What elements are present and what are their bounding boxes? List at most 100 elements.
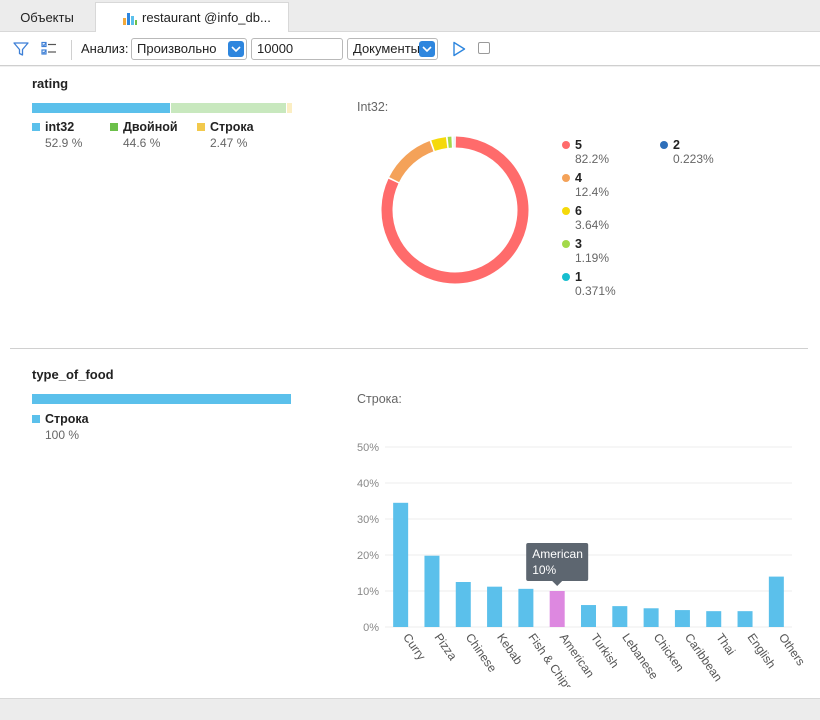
legend-swatch — [110, 123, 118, 131]
bar-turkish[interactable] — [581, 605, 596, 627]
x-tick-label: Chinese — [463, 631, 500, 675]
tab-bar: Объекты restaurant @info_db... — [0, 0, 820, 32]
stop-checkbox-icon[interactable] — [478, 42, 490, 54]
bar-tooltip: American 10% — [526, 543, 589, 586]
type-distribution-bar — [32, 103, 292, 113]
bar-fish-chips[interactable] — [518, 588, 534, 627]
filter-icon[interactable] — [12, 40, 30, 58]
int32-donut-chart — [381, 136, 529, 284]
donut-legend-label: 4 — [575, 171, 582, 185]
play-icon[interactable] — [452, 41, 466, 57]
y-tick-label: 20% — [357, 550, 379, 562]
field-name-rating: rating — [32, 76, 69, 91]
tab-restaurant-analysis[interactable]: restaurant @info_db... — [95, 2, 289, 32]
bar-chicken[interactable] — [643, 608, 659, 627]
y-tick-label: 0% — [363, 622, 379, 634]
toolbar: Анализ: Произвольно 10000 Документы — [0, 32, 820, 66]
bar-english[interactable] — [737, 611, 753, 627]
legend-dot — [562, 207, 570, 215]
tab-objects[interactable]: Объекты — [0, 2, 94, 32]
field-name-type-of-food: type_of_food — [32, 367, 114, 382]
bar-curry[interactable] — [393, 502, 409, 627]
bar-thai[interactable] — [706, 611, 722, 627]
type-label: Двойной — [123, 120, 178, 134]
tooltip-value: 10% — [532, 563, 556, 577]
x-tick-label: Kebab — [494, 631, 526, 668]
legend-swatch — [32, 415, 40, 423]
type-distribution-bar — [32, 394, 291, 404]
bar-pizza[interactable] — [424, 555, 440, 627]
chevron-down-icon — [228, 41, 244, 57]
x-tick-label: English — [745, 631, 779, 671]
legend-dot — [562, 174, 570, 182]
analysis-content: rating int32 52.9 % Двойной 44.6 % Строк… — [0, 67, 820, 698]
donut-legend-label: 6 — [575, 204, 582, 218]
bar-american[interactable] — [549, 591, 565, 627]
tab-restaurant-label: restaurant @info_db... — [142, 10, 271, 25]
string-detail-title: Строка: — [357, 392, 402, 406]
bar-caribbean[interactable] — [674, 610, 690, 627]
type-bar-segment — [32, 394, 291, 404]
type-percent: 52.9 % — [45, 136, 83, 150]
donut-legend-label: 3 — [575, 237, 582, 251]
scope-select[interactable]: Документы — [347, 38, 438, 60]
legend-dot — [660, 141, 668, 149]
tooltip-box — [526, 543, 589, 581]
bar-kebab[interactable] — [487, 586, 503, 627]
y-tick-label: 10% — [357, 586, 379, 598]
type-percent: 2.47 % — [210, 136, 248, 150]
y-tick-label: 50% — [357, 442, 379, 454]
toolbar-separator — [71, 40, 72, 60]
bar-others[interactable] — [768, 576, 784, 627]
type-label: Строка — [210, 120, 254, 134]
legend-dot — [562, 273, 570, 281]
analysis-mode-select[interactable]: Произвольно — [131, 38, 247, 60]
legend-swatch — [197, 123, 205, 131]
type-percent: 44.6 % — [123, 136, 161, 150]
x-tick-label: Curry — [400, 631, 428, 663]
bar-chart-icon — [123, 13, 137, 25]
sample-limit-input[interactable]: 10000 — [251, 38, 343, 60]
donut-legend-label: 5 — [575, 138, 582, 152]
type-bar-segment — [32, 103, 170, 113]
x-tick-label: Pizza — [432, 631, 460, 663]
legend-swatch — [32, 123, 40, 131]
tab-objects-label: Объекты — [20, 9, 74, 25]
chevron-down-icon — [419, 41, 435, 57]
scope-value: Документы — [353, 41, 421, 56]
type-label: Строка — [45, 412, 89, 426]
donut-legend-label: 1 — [575, 270, 582, 284]
field-list-icon[interactable] — [40, 40, 58, 58]
int32-detail-title: Int32: — [357, 100, 389, 114]
bar-chinese[interactable] — [455, 582, 471, 627]
y-tick-label: 30% — [357, 514, 379, 526]
donut-legend-percent: 0.371% — [575, 284, 616, 298]
donut-legend-percent: 82.2% — [575, 152, 610, 166]
x-tick-label: Thai — [713, 631, 738, 658]
type-bar-segment — [169, 103, 286, 113]
y-tick-label: 40% — [357, 478, 379, 490]
status-bar — [0, 698, 820, 720]
x-tick-label: Others — [776, 631, 808, 669]
type-percent: 100 % — [45, 428, 80, 442]
sample-limit-value: 10000 — [257, 41, 294, 56]
tooltip-title: American — [532, 547, 583, 561]
donut-legend-percent: 3.64% — [575, 218, 610, 232]
donut-legend-percent: 1.19% — [575, 251, 610, 265]
section-divider — [10, 348, 808, 349]
type-bar-segment — [285, 103, 292, 113]
donut-legend-percent: 12.4% — [575, 185, 610, 199]
bar-lebanese[interactable] — [612, 606, 628, 627]
legend-dot — [562, 141, 570, 149]
legend-dot — [562, 240, 570, 248]
type-label: int32 — [45, 120, 75, 134]
donut-slice-4[interactable] — [389, 141, 434, 183]
donut-legend-percent: 0.223% — [673, 152, 714, 166]
donut-legend-label: 2 — [673, 138, 680, 152]
analysis-label: Анализ: — [81, 41, 129, 56]
tooltip-pointer — [552, 581, 563, 586]
donut-slice-5[interactable] — [381, 136, 529, 284]
analysis-mode-value: Произвольно — [137, 41, 217, 56]
donut-slice-6[interactable] — [431, 137, 448, 151]
